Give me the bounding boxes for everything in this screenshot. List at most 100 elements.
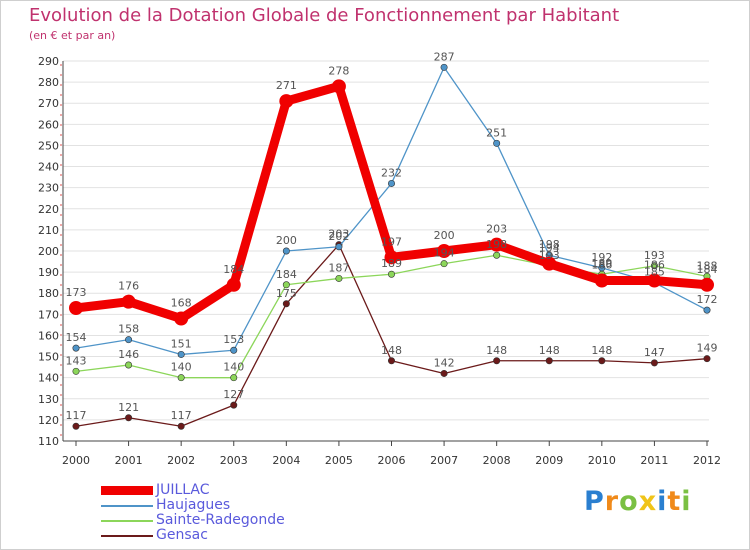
data-label-haujagues: 232 (381, 166, 402, 179)
x-tick-label: 2010 (588, 454, 616, 467)
data-label-gensac: 148 (539, 344, 560, 357)
x-tick-label: 2011 (640, 454, 668, 467)
data-point-haujagues (72, 344, 80, 352)
data-label-sainte-radegonde: 198 (486, 238, 507, 251)
logo-letter: o (619, 486, 639, 517)
logo-letter: i (681, 486, 692, 517)
data-label-juillac: 173 (66, 286, 87, 299)
data-point-sainte-radegonde (282, 281, 290, 289)
x-tick-label: 2000 (62, 454, 90, 467)
y-tick-label: 230 (38, 182, 59, 195)
data-point-juillac (174, 311, 189, 326)
y-tick-label: 210 (38, 224, 59, 237)
y-tick-label: 270 (38, 97, 59, 110)
data-point-sainte-radegonde (72, 367, 80, 375)
legend-swatch-gensac (101, 535, 153, 537)
label-layer: 117 121 117 127 175 203 148 142 148 148 148 147 149 1… (66, 50, 718, 422)
data-point-juillac (594, 273, 609, 288)
data-label-sainte-radegonde: 140 (171, 361, 192, 374)
data-point-juillac (121, 294, 136, 309)
data-point-gensac (282, 300, 290, 308)
y-tick-label: 130 (38, 393, 59, 406)
chart-legend: JUILLAC Haujagues Sainte-Radegonde Gensa… (101, 482, 361, 544)
x-tick-label: 2005 (325, 454, 353, 467)
data-label-sainte-radegonde: 193 (539, 249, 560, 262)
data-label-juillac: 271 (276, 79, 297, 92)
data-point-sainte-radegonde (177, 374, 185, 382)
y-tick-label: 200 (38, 245, 59, 258)
legend-item-haujagues[interactable]: Haujagues (101, 497, 361, 514)
data-point-sainte-radegonde (230, 374, 238, 382)
data-point-sainte-radegonde (650, 262, 658, 270)
data-label-haujagues: 287 (434, 50, 455, 63)
x-tick-label: 2008 (483, 454, 511, 467)
data-label-gensac: 117 (66, 409, 87, 422)
data-label-haujagues: 172 (697, 293, 718, 306)
x-tick-label: 2003 (220, 454, 248, 467)
data-label-haujagues: 153 (223, 333, 244, 346)
data-label-haujagues: 192 (591, 251, 612, 264)
data-point-gensac (650, 359, 658, 367)
y-tick-label: 170 (38, 308, 59, 321)
data-point-gensac (440, 369, 448, 377)
data-point-gensac (125, 414, 133, 422)
data-point-juillac (226, 277, 241, 292)
legend-swatch-sainte-radegonde (101, 520, 153, 522)
legend-label-juillac: JUILLAC (156, 482, 210, 498)
data-label-gensac: 147 (644, 346, 665, 359)
data-label-sainte-radegonde: 187 (328, 261, 349, 274)
data-point-juillac (279, 94, 294, 109)
data-point-sainte-radegonde (387, 270, 395, 278)
data-point-haujagues (125, 336, 133, 344)
data-label-gensac: 148 (591, 344, 612, 357)
legend-swatch-juillac (101, 486, 153, 495)
data-label-haujagues: 198 (539, 238, 560, 251)
data-point-haujagues (282, 247, 290, 255)
logo-letter: x (638, 486, 658, 517)
data-point-haujagues (493, 139, 501, 147)
data-label-haujagues: 202 (328, 230, 349, 243)
logo-letter: i (657, 486, 668, 517)
data-label-juillac: 278 (328, 64, 349, 77)
y-tick-label: 160 (38, 329, 59, 342)
x-tick-label: 2007 (430, 454, 458, 467)
data-label-haujagues: 154 (66, 331, 87, 344)
data-label-gensac: 175 (276, 287, 297, 300)
data-point-juillac (489, 237, 504, 252)
data-label-sainte-radegonde: 193 (644, 249, 665, 262)
data-point-sainte-radegonde (335, 274, 343, 282)
data-label-juillac: 200 (434, 229, 455, 242)
data-label-gensac: 127 (223, 388, 244, 401)
x-tick-label: 2012 (693, 454, 721, 467)
legend-swatch-haujagues (101, 505, 153, 507)
data-label-haujagues: 151 (171, 337, 192, 350)
data-point-sainte-radegonde (125, 361, 133, 369)
data-label-sainte-radegonde: 189 (381, 257, 402, 270)
data-point-gensac (598, 357, 606, 365)
data-point-sainte-radegonde (440, 260, 448, 268)
y-tick-label: 150 (38, 351, 59, 364)
x-tick-label: 2002 (167, 454, 195, 467)
data-label-juillac: 168 (171, 297, 192, 310)
x-tick-label: 2009 (535, 454, 563, 467)
y-tick-label: 180 (38, 287, 59, 300)
legend-item-juillac[interactable]: JUILLAC (101, 482, 361, 499)
data-point-gensac (703, 355, 711, 363)
data-label-gensac: 142 (434, 356, 455, 369)
data-label-gensac: 148 (381, 344, 402, 357)
legend-item-gensac[interactable]: Gensac (101, 527, 361, 544)
data-point-juillac (331, 79, 346, 94)
legend-label-sainte-radegonde: Sainte-Radegonde (156, 512, 285, 528)
y-tick-label: 280 (38, 76, 59, 89)
data-label-sainte-radegonde: 194 (434, 247, 455, 260)
legend-item-sainte-radegonde[interactable]: Sainte-Radegonde (101, 512, 361, 529)
y-tick-label: 190 (38, 266, 59, 279)
data-label-sainte-radegonde: 184 (276, 268, 297, 281)
axis-layer: 110 120 130 140 150 160 170 180 190 200 210 220 230 2… (38, 55, 721, 467)
y-tick-label: 260 (38, 118, 59, 131)
data-label-gensac: 117 (171, 409, 192, 422)
data-point-haujagues (598, 264, 606, 272)
data-label-gensac: 149 (697, 342, 718, 355)
data-point-juillac (647, 273, 662, 288)
